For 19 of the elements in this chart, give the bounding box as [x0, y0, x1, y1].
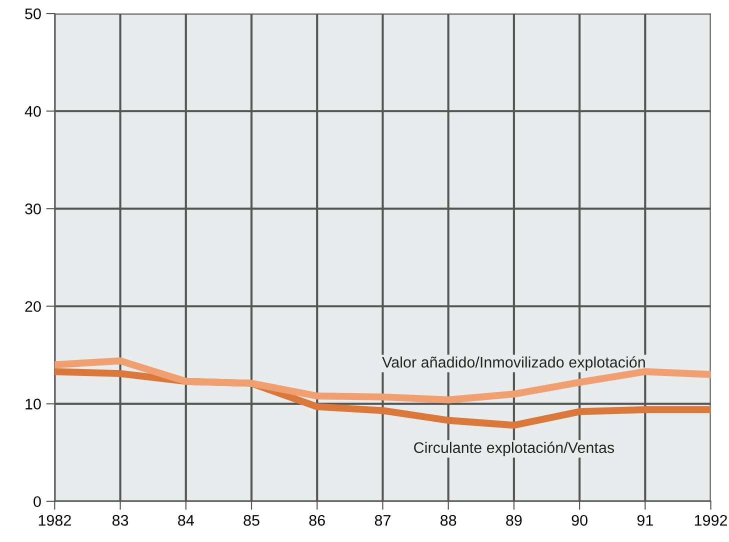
x-tick-label: 85 — [244, 514, 260, 526]
x-tick-label: 88 — [440, 514, 456, 526]
x-tick-label: 91 — [637, 514, 653, 526]
x-tick-label: 86 — [309, 514, 325, 526]
y-tick-label: 0 — [34, 496, 41, 508]
x-tick-label: 84 — [178, 514, 194, 526]
y-tick-label: 50 — [25, 8, 41, 20]
y-tick-label: 40 — [24, 106, 41, 117]
x-tick-label: 87 — [374, 514, 390, 526]
series-label: Circulante explotación/Ventas — [414, 442, 614, 456]
y-tick-label: 30 — [25, 204, 41, 214]
x-tick-label: 83 — [112, 514, 128, 526]
x-tick-label: 1982 — [38, 514, 71, 526]
x-tick-label: 89 — [506, 514, 522, 526]
x-tick-label: 90 — [572, 514, 588, 526]
y-tick-label: 20 — [25, 301, 41, 312]
series-label: Valor añadido/Inmovilizado explotación — [382, 356, 645, 371]
y-tick-label: 10 — [26, 398, 41, 410]
x-tick-label: 1992 — [694, 514, 728, 526]
